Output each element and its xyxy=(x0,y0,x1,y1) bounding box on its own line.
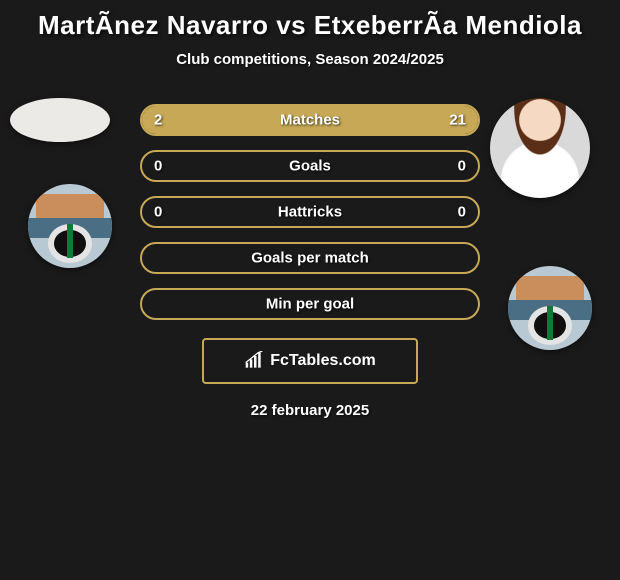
stat-bar-goals-per-match: Goals per match xyxy=(140,242,480,274)
stat-right-value: 0 xyxy=(458,204,466,221)
stat-bar-goals: 0 Goals 0 xyxy=(140,150,480,182)
comparison-stage: 2 Matches 21 0 Goals 0 0 Hattricks 0 xyxy=(0,104,620,419)
club-badge-left xyxy=(28,184,112,268)
subtitle: Club competitions, Season 2024/2025 xyxy=(0,51,620,68)
stat-label: Min per goal xyxy=(142,296,478,313)
brand-link[interactable]: FcTables.com xyxy=(202,338,418,384)
page-title: MartÃ­nez Navarro vs EtxeberrÃ­a Mendiol… xyxy=(0,4,620,51)
comparison-date: 22 february 2025 xyxy=(0,402,620,419)
bar-chart-icon xyxy=(244,351,264,371)
stat-label: Hattricks xyxy=(142,204,478,221)
player-right-photo xyxy=(490,98,590,198)
stat-right-value: 0 xyxy=(458,158,466,175)
stat-bars: 2 Matches 21 0 Goals 0 0 Hattricks 0 xyxy=(140,104,480,320)
stat-label: Goals per match xyxy=(142,250,478,267)
brand-text: FcTables.com xyxy=(270,352,376,370)
club-badge-right xyxy=(508,266,592,350)
comparison-card: MartÃ­nez Navarro vs EtxeberrÃ­a Mendiol… xyxy=(0,0,620,419)
stat-label: Matches xyxy=(142,112,478,129)
stat-label: Goals xyxy=(142,158,478,175)
stat-bar-hattricks: 0 Hattricks 0 xyxy=(140,196,480,228)
stat-bar-min-per-goal: Min per goal xyxy=(140,288,480,320)
player-left-photo xyxy=(10,98,110,142)
stat-right-value: 21 xyxy=(449,112,466,129)
stat-bar-matches: 2 Matches 21 xyxy=(140,104,480,136)
